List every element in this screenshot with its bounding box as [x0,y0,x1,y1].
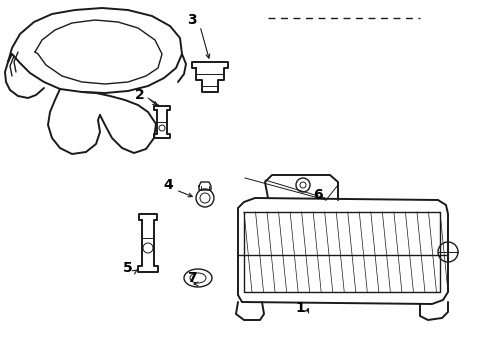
Text: 1: 1 [295,301,305,315]
Text: 6: 6 [313,188,323,202]
Text: 7: 7 [187,271,197,285]
Polygon shape [238,198,448,304]
Text: 3: 3 [187,13,197,27]
Text: 2: 2 [135,88,145,102]
Text: 4: 4 [163,178,173,192]
Text: 5: 5 [123,261,133,275]
